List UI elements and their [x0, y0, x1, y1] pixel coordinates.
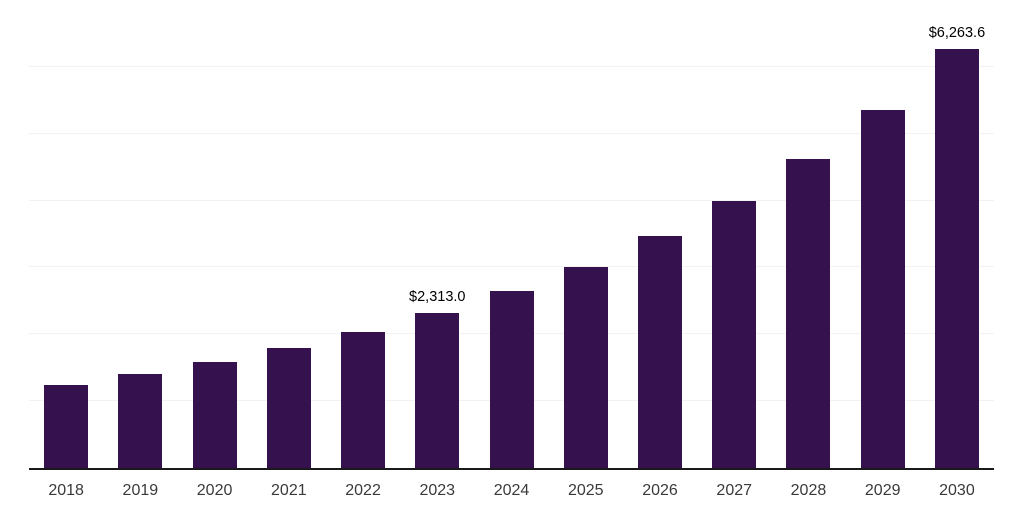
x-tick-label-2025: 2025: [567, 482, 604, 499]
gridline-4000: [29, 199, 994, 201]
bar-2028: [786, 158, 831, 468]
bar-2025: [563, 267, 608, 468]
x-tick-label-2024: 2024: [493, 482, 530, 499]
gridline-6000: [29, 65, 994, 67]
bar-value-label-2030: $6,263.6: [928, 25, 986, 42]
gridline-3000: [29, 266, 994, 268]
x-tick-label-2021: 2021: [271, 482, 307, 499]
bars: $2,313.0 $6,263.6: [29, 0, 994, 470]
x-tick-label-2028: 2028: [790, 482, 827, 499]
x-tick-label-2023: 2023: [419, 482, 456, 499]
bar-2029: [860, 109, 905, 468]
bar-slot-2020: [177, 0, 251, 470]
bar-2024: [489, 291, 534, 468]
bar-2019: [118, 374, 163, 468]
x-tick-label-2020: 2020: [196, 482, 233, 499]
x-tick-label-2030: 2030: [939, 482, 975, 499]
bar-slot-2029: [846, 0, 920, 470]
plot-area: $2,313.0 $6,263.6: [29, 0, 994, 470]
bar-2026: [637, 236, 682, 468]
x-tick-label-2027: 2027: [716, 482, 753, 499]
gridline-5000: [29, 132, 994, 134]
bar-slot-2019: [103, 0, 177, 470]
bar-slot-2030: $6,263.6: [920, 0, 994, 470]
bar-2023: [415, 313, 460, 468]
bar-slot-2024: [474, 0, 548, 470]
bar-slot-2025: [549, 0, 623, 470]
x-axis-line: [29, 468, 994, 470]
x-tick-label-2026: 2026: [642, 482, 678, 499]
bar-slot-2027: [697, 0, 771, 470]
bar-2020: [192, 361, 237, 468]
bar-2022: [341, 332, 386, 468]
bar-slot-2018: [29, 0, 103, 470]
x-tick-label-2029: 2029: [864, 482, 901, 499]
bar-2027: [712, 200, 757, 468]
x-axis-labels: 2018 2019 2020 2021 2022 2023 2024 2025 2026 2027…: [29, 482, 994, 500]
bar-slot-2028: [771, 0, 845, 470]
bar-value-label-2023: $2,313.0: [409, 289, 466, 306]
x-tick-label-2019: 2019: [122, 482, 159, 499]
bar-2018: [44, 384, 89, 468]
bar-2021: [266, 348, 311, 468]
bar-slot-2022: [326, 0, 400, 470]
bar-slot-2023: $2,313.0: [400, 0, 474, 470]
bar-slot-2026: [623, 0, 697, 470]
bar-slot-2021: [252, 0, 326, 470]
bar-2030: [934, 49, 979, 468]
x-tick-label-2018: 2018: [48, 482, 84, 499]
x-tick-label-2022: 2022: [345, 482, 381, 499]
